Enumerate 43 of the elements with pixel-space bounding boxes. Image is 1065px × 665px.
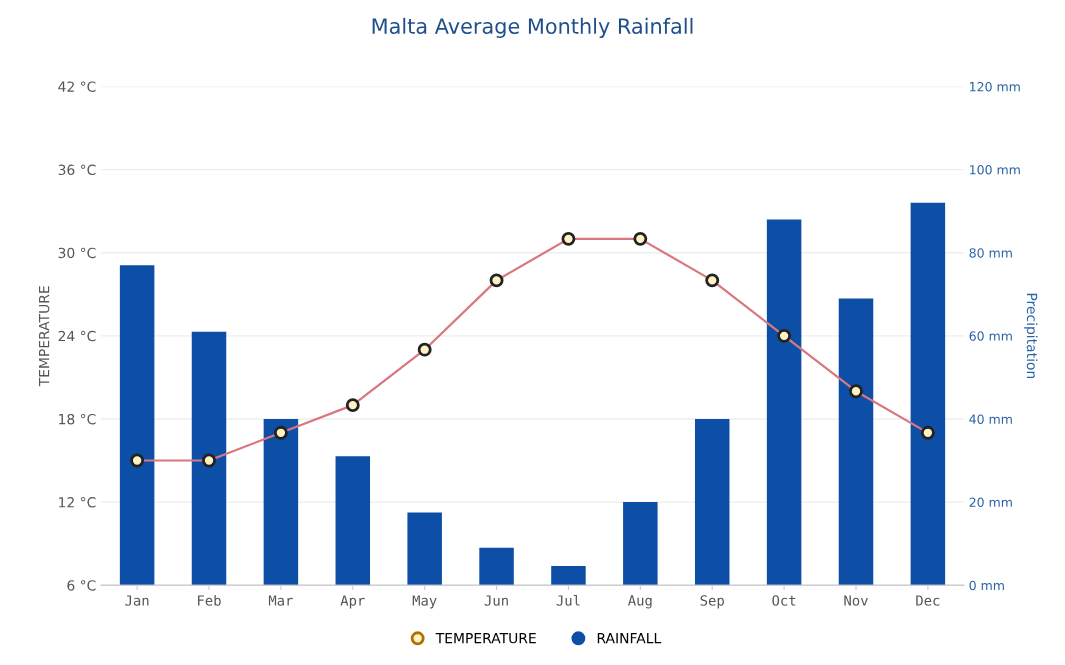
y2-tick-label: 60 mm [969, 331, 1012, 341]
bar [119, 265, 155, 586]
chart-title: Malta Average Monthly Rainfall [372, 17, 693, 38]
x-tick-label: Aug [628, 595, 652, 609]
bar [335, 456, 371, 586]
y-tick-label: 36 °C [58, 164, 96, 176]
x-tick-label: Dec [916, 595, 940, 606]
y2-tick-label: 40 mm [969, 414, 1012, 424]
y2-tick-label: 0 mm [969, 580, 1004, 591]
x-tick-label: Sep [700, 595, 724, 609]
legend-label: TEMPERATURE [435, 633, 536, 644]
y-tick-label: 18 °C [59, 413, 96, 425]
bar [479, 547, 514, 586]
bar [766, 219, 802, 586]
bar [551, 566, 586, 586]
legend-label: RAINFALL [597, 633, 662, 644]
y-tick-label: 24 °C [58, 330, 96, 342]
x-tick-label: Nov [844, 595, 868, 606]
bar [623, 502, 658, 586]
y-tick-label: 42 °C [58, 81, 96, 92]
bar [191, 331, 227, 586]
bar [694, 418, 730, 586]
x-tick-label: Jul [556, 594, 580, 606]
x-tick-label: Jun [484, 595, 508, 606]
y-tick-label: 30 °C [58, 247, 96, 259]
y2-tick-label: 120 mm [970, 81, 1020, 92]
x-tick-label: Jan [125, 595, 149, 606]
x-tick-label: Apr [340, 595, 365, 609]
x-tick-label: May [412, 595, 437, 609]
y2-tick-label: 20 mm [969, 497, 1012, 507]
bar [910, 202, 946, 586]
x-tick-label: Oct [772, 595, 796, 606]
y2-tick-label: 80 mm [969, 248, 1012, 258]
y-tick-label: 6 °C [67, 580, 96, 591]
y-tick-label: 12 °C [59, 497, 96, 508]
bar [263, 418, 299, 586]
y2-tick-label: 100 mm [970, 165, 1020, 175]
x-tick-label: Feb [198, 595, 221, 606]
y2-axis-title: Precipitation [1024, 293, 1038, 379]
x-tick-label: Mar [268, 595, 293, 606]
bar [407, 512, 442, 586]
bar [838, 298, 874, 586]
y-axis-title: TEMPERATURE [39, 286, 50, 387]
